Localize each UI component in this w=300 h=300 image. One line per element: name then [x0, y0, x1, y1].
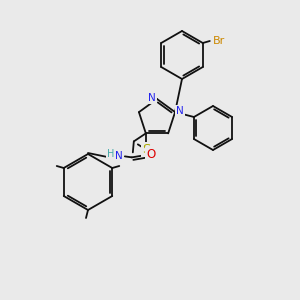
- Text: Br: Br: [213, 36, 225, 46]
- Text: N: N: [115, 152, 123, 161]
- Text: S: S: [142, 143, 150, 156]
- Text: H: H: [107, 149, 115, 159]
- Text: N: N: [148, 93, 156, 103]
- Text: N: N: [176, 106, 184, 116]
- Text: O: O: [146, 148, 155, 161]
